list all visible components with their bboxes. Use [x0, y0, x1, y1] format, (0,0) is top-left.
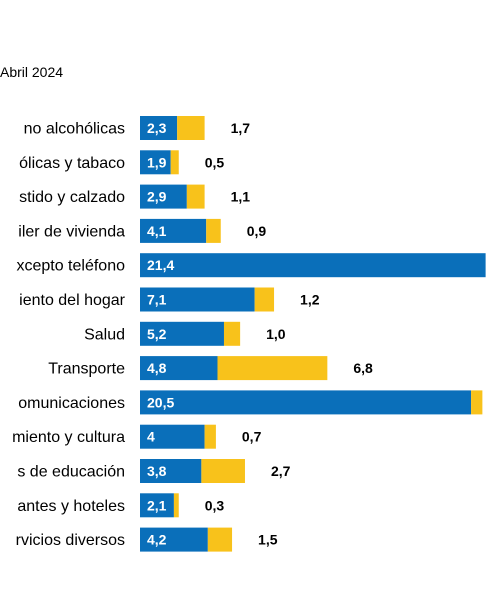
bar-series-b — [223, 321, 241, 346]
bar-series-a — [140, 424, 205, 449]
bar-series-a — [140, 390, 472, 415]
bar-series-a — [140, 116, 178, 140]
data-label-series-a: 4 — [147, 429, 155, 445]
data-label-series-a: 7,1 — [147, 292, 167, 308]
bar-series-b — [170, 150, 179, 175]
category-label: antes y hoteles — [17, 498, 125, 515]
data-label-series-b: 0,5 — [205, 154, 225, 170]
bar-series-a — [140, 218, 207, 243]
data-label-series-a: 4,8 — [147, 360, 167, 376]
data-label-series-b: 1,7 — [231, 120, 251, 136]
bar-series-a — [140, 527, 208, 552]
category-label: Transporte — [48, 361, 125, 378]
bar-series-a — [140, 493, 174, 518]
data-label-series-b: 6,8 — [353, 360, 373, 376]
data-label-series-b: 1,1 — [231, 189, 251, 205]
category-label: miento y cultura — [12, 429, 125, 446]
category-label: iento del hogar — [19, 292, 126, 309]
data-label-series-a: 2,3 — [147, 120, 167, 136]
bar-series-a — [140, 150, 171, 175]
bar-series-b — [201, 459, 245, 483]
data-label-series-a: 21,4 — [147, 257, 174, 273]
data-label-series-a: 4,1 — [147, 223, 167, 239]
bar-series-a — [140, 184, 187, 209]
bar-series-b — [186, 184, 205, 209]
bar-series-b — [173, 493, 179, 518]
category-label: ólicas y tabaco — [19, 155, 125, 172]
data-label-series-b: 1,2 — [300, 292, 320, 308]
data-label-series-b: 0,3 — [205, 497, 225, 513]
bar-series-a — [140, 321, 224, 346]
data-label-series-b: 0,9 — [247, 223, 267, 239]
data-label-series-a: 2,1 — [147, 497, 167, 513]
bar-series-b — [177, 116, 205, 140]
category-label: omunicaciones — [18, 395, 125, 412]
category-label: s de educación — [17, 464, 125, 481]
bar-series-b — [206, 218, 221, 243]
bar-series-b — [254, 287, 275, 312]
bar-series-b — [471, 390, 483, 415]
category-label: iler de vivienda — [18, 223, 125, 240]
data-label-series-a: 20,5 — [147, 394, 174, 410]
data-label-series-a: 5,2 — [147, 326, 167, 342]
category-label: rvicios diversos — [16, 532, 125, 549]
bar-series-a — [140, 287, 255, 312]
bar-series-a — [140, 459, 202, 483]
data-label-series-b: 1,5 — [258, 532, 278, 548]
bar-series-b — [207, 527, 233, 552]
bar-series-a — [140, 253, 486, 278]
data-label-series-b: 0,7 — [242, 429, 262, 445]
category-label: xcepto teléfono — [16, 258, 125, 275]
data-label-series-a: 4,2 — [147, 532, 167, 548]
bar-series-b — [204, 424, 216, 449]
data-label-series-a: 1,9 — [147, 154, 167, 170]
data-label-series-a: 2,9 — [147, 189, 167, 205]
chart-subtitle: Abril 2024 — [0, 64, 64, 80]
category-label: no alcohólicas — [24, 121, 125, 138]
data-label-series-b: 1,0 — [266, 326, 286, 342]
bar-series-a — [140, 356, 218, 381]
data-label-series-b: 2,7 — [271, 463, 291, 479]
category-label: Salud — [84, 326, 125, 343]
bar-series-b — [217, 356, 328, 381]
category-label: stido y calzado — [19, 189, 125, 206]
data-label-series-a: 3,8 — [147, 463, 167, 479]
